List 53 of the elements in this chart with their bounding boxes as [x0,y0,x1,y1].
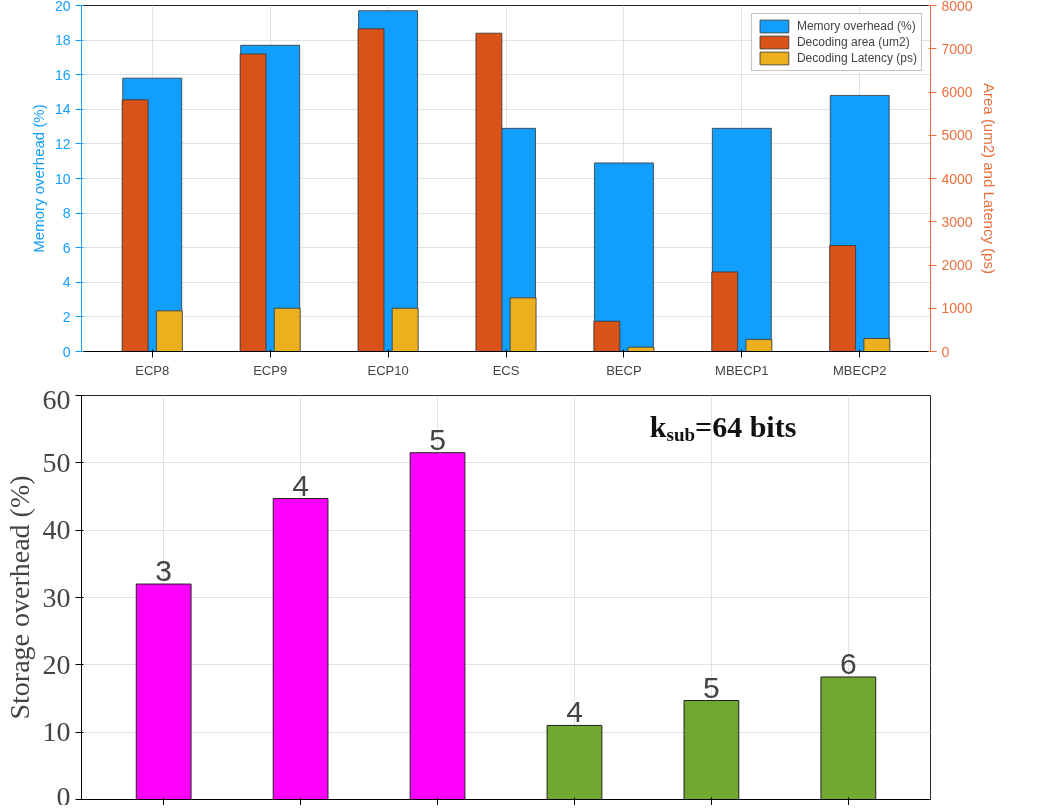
y2-tick-label: 2000 [941,257,973,273]
y2-tick-label: 7000 [941,40,973,57]
y-tick-label: 20 [42,648,71,680]
x-tick-label: MBECP2 [833,362,887,378]
y-tick-label: 2 [62,308,71,325]
annotation: 3 [155,554,173,588]
x-tick-label: ECS [492,362,520,378]
annotation: 6 [840,646,857,680]
y-tick-label: 60 [42,383,71,415]
y2-tick-label: 3000 [941,213,973,230]
y-tick-label: 0 [62,343,71,360]
y-tick-label: 50 [42,446,71,478]
y-tick-label: 8 [62,205,71,222]
y-tick-label: 0 [56,780,71,809]
x-tick-label: BECP [606,362,642,378]
y-tick-label: 10 [42,716,71,748]
y-tick-label: 30 [42,581,71,613]
x-tick-label: ECP9 [253,362,288,378]
y-tick-label: 10 [54,170,71,187]
y2-tick-label: 5000 [941,127,973,144]
bar [683,700,740,800]
y-tick-label: 40 [42,514,71,546]
bar [594,162,654,352]
y2-tick-label: 8000 [941,0,973,14]
y-tick-label: 14 [54,101,71,118]
x-tick-label: ECP8 [135,362,170,378]
y-tick-label: 20 [54,0,71,14]
legend-label: Decoding Latency (ps) [796,51,917,65]
legend-label: Memory overhead (%) [796,19,916,33]
y-axis-title: Memory overhead (%) [29,104,47,253]
y-tick-label: 6 [62,239,71,256]
bar [272,498,329,800]
bar [820,676,877,800]
annotation: 5 [703,670,720,704]
y-tick-label: 16 [54,66,71,83]
annotation: 4 [566,695,583,729]
y2-axis-title: Area (um2) and Latency (ps) [980,83,998,274]
x-tick-label: MBECP1 [715,362,769,378]
annotation: 4 [292,468,309,502]
y-axis-title: Storage overhead (%) [3,475,35,720]
y-tick-label: 12 [54,135,71,152]
legend-label: Decoding area (um2) [796,35,910,49]
y2-tick-label: 0 [941,343,950,360]
bar [546,724,603,800]
y2-tick-label: 4000 [941,170,973,187]
annotation: 5 [429,422,446,456]
y2-tick-label: 1000 [941,300,973,317]
y2-tick-label: 6000 [941,84,973,100]
y-tick-label: 18 [54,32,71,49]
x-tick-label: ECP10 [367,362,409,378]
bar [135,583,192,800]
bar [409,452,466,800]
y-tick-label: 4 [62,274,71,291]
